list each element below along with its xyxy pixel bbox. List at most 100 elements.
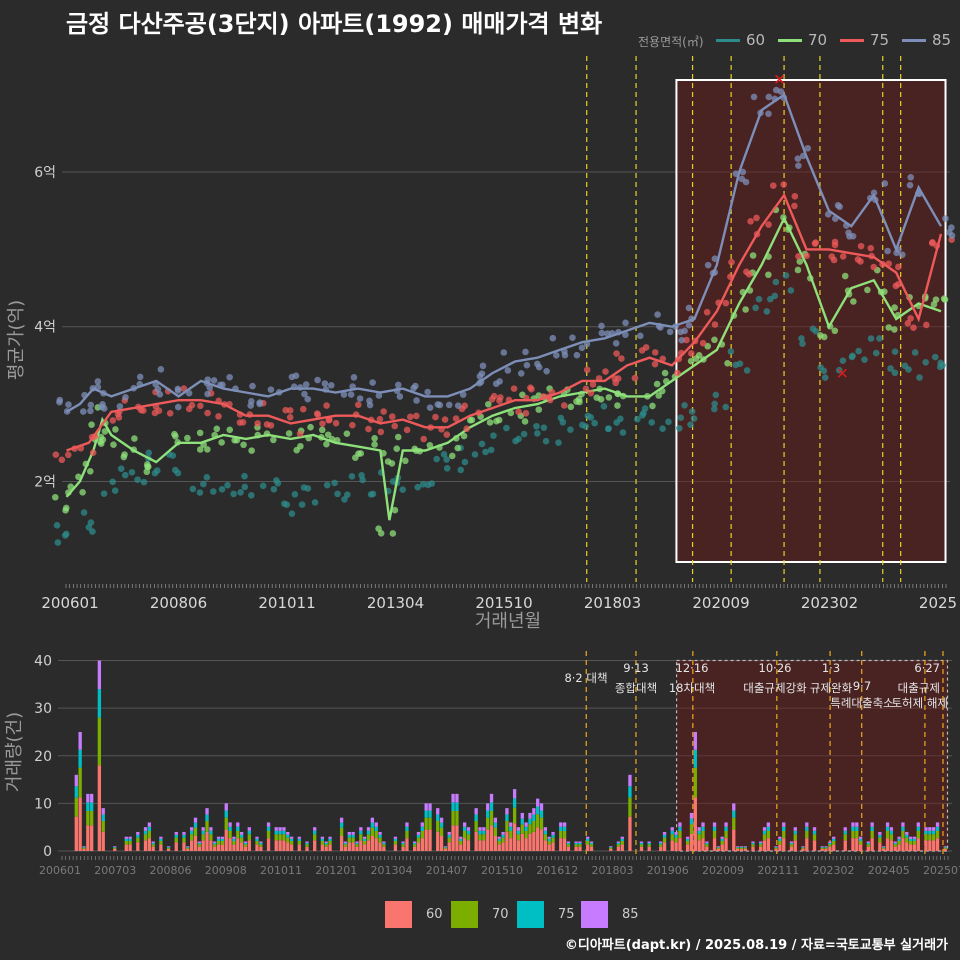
bar-segment	[586, 838, 590, 841]
bar-segment	[151, 846, 155, 851]
bar-segment	[278, 827, 282, 831]
bar-segment	[932, 827, 936, 831]
credit-text: ©디아파트(dapt.kr) / 2025.08.19 / 자료=국토교통부 실…	[564, 938, 948, 953]
bar-stack	[912, 836, 917, 851]
bar-legend-swatch	[517, 901, 544, 928]
bar-segment	[274, 827, 278, 831]
scatter-point	[441, 416, 449, 423]
scatter-point	[468, 416, 476, 424]
x-tick-label: 201803	[584, 594, 641, 612]
scatter-point	[206, 384, 214, 392]
scatter-point	[555, 439, 562, 446]
scatter-point	[891, 304, 898, 311]
bar-segment	[401, 844, 405, 847]
bar-segment	[724, 826, 728, 831]
bar-segment	[662, 842, 667, 851]
scatter-point	[267, 386, 275, 393]
scatter-point	[270, 436, 277, 444]
scatter-point	[357, 450, 365, 457]
bar-segment	[801, 848, 805, 851]
bar-segment	[589, 844, 594, 847]
bar-segment	[174, 831, 178, 835]
scatter-point	[765, 110, 772, 118]
bar-segment	[166, 848, 171, 851]
bar-segment	[236, 838, 240, 851]
scatter-point	[388, 460, 396, 467]
bar-segment	[805, 838, 809, 851]
bar-segment	[343, 841, 348, 843]
bar-segment	[559, 822, 563, 827]
bar-segment	[509, 831, 513, 839]
bar-segment	[574, 841, 578, 843]
bar-segment	[182, 831, 186, 835]
bar-stack	[478, 827, 482, 851]
scatter-point	[479, 362, 487, 370]
bar-segment	[236, 831, 240, 839]
scatter-point	[573, 351, 581, 359]
scatter-point	[256, 399, 264, 406]
bar-segment	[97, 660, 102, 690]
bar-segment	[151, 841, 155, 843]
bar-segment	[851, 822, 855, 827]
bar-stack	[182, 831, 186, 851]
bar-segment	[739, 846, 744, 848]
bar-segment	[297, 838, 301, 841]
bar-segment	[693, 731, 697, 750]
bar-stack	[274, 827, 278, 851]
scatter-point	[674, 369, 681, 377]
bar-segment	[378, 831, 382, 835]
scatter-point	[887, 365, 894, 372]
scatter-point	[307, 423, 314, 431]
bar-segment	[136, 834, 140, 838]
bar-segment	[174, 834, 178, 838]
scatter-point	[520, 430, 528, 438]
scatter-point	[780, 181, 788, 188]
bar-stack	[174, 831, 178, 851]
bar-segment	[247, 827, 251, 831]
bar-segment	[908, 836, 913, 839]
scatter-point	[323, 481, 331, 489]
scatter-point	[699, 339, 707, 347]
bar-segment	[239, 837, 244, 843]
bar-segment	[189, 834, 194, 841]
bar-stack	[412, 841, 417, 851]
bar-segment	[462, 831, 467, 839]
bar-segment	[462, 826, 467, 831]
scatter-point	[218, 485, 226, 493]
bar-stack	[236, 822, 240, 851]
bar-segment	[455, 825, 459, 851]
scatter-point	[241, 472, 248, 480]
bar-segment	[828, 846, 832, 851]
bar-segment	[759, 844, 763, 847]
bar-segment	[858, 844, 863, 851]
bar-segment	[897, 841, 901, 845]
bar-segment	[347, 834, 351, 838]
scatter-point	[578, 344, 586, 352]
y-tick-label: 6억	[34, 165, 56, 181]
bar-segment	[124, 844, 128, 851]
legend-swatch	[840, 38, 864, 42]
bar-segment	[339, 817, 344, 823]
bar-segment	[313, 830, 317, 835]
scatter-point	[543, 367, 550, 375]
scatter-point	[799, 340, 806, 347]
scatter-point	[867, 244, 875, 252]
scatter-point	[791, 192, 799, 200]
bar-segment	[578, 844, 582, 847]
scatter-point	[334, 490, 341, 498]
scatter-point	[204, 390, 211, 398]
scatter-point	[613, 419, 620, 426]
bar-segment	[455, 811, 459, 826]
bar-segment	[255, 836, 259, 839]
bar-segment	[489, 793, 494, 803]
scatter-point	[433, 455, 440, 463]
bar-segment	[824, 846, 828, 848]
bar-segment	[620, 841, 624, 845]
scatter-point	[239, 418, 247, 426]
scatter-point	[64, 451, 72, 459]
bar-segment	[574, 844, 578, 847]
scatter-point	[270, 485, 278, 493]
scatter-point	[666, 328, 674, 336]
bar-segment	[843, 827, 847, 831]
bar-segment	[159, 838, 163, 841]
